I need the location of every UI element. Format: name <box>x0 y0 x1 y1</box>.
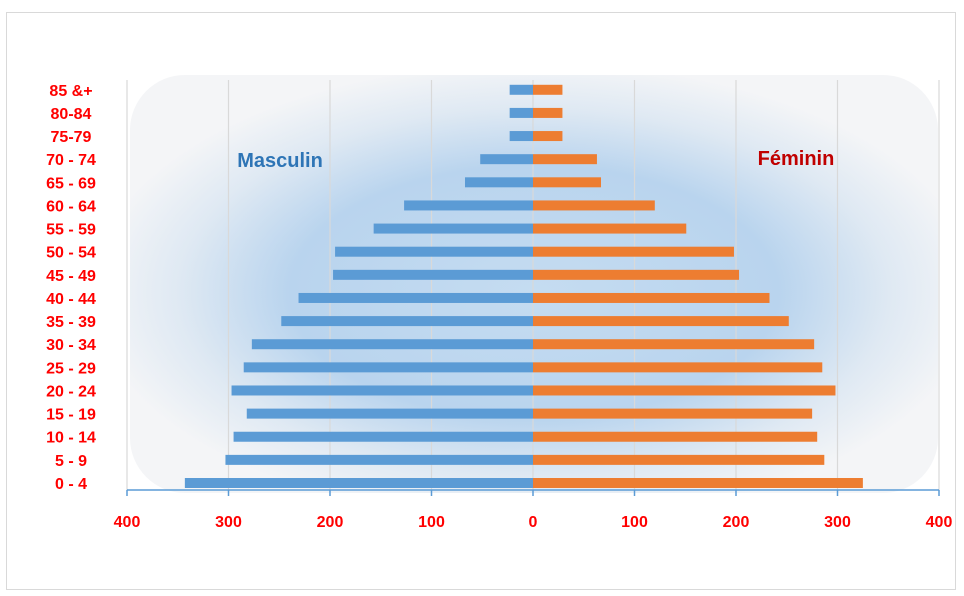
age-group-label: 15 - 19 <box>46 407 96 424</box>
x-tick-label: 400 <box>114 514 141 531</box>
bar-feminin <box>533 269 740 280</box>
bar-masculin <box>335 246 533 257</box>
age-group-label: 50 - 54 <box>46 245 96 262</box>
x-tick-label: 200 <box>723 514 750 531</box>
bar-masculin <box>184 478 534 488</box>
bar-feminin <box>533 223 687 234</box>
bar-feminin <box>533 131 563 142</box>
bar-feminin <box>533 362 823 373</box>
x-tick-label: 200 <box>317 514 344 531</box>
bar-masculin <box>333 269 533 280</box>
age-group-label: 30 - 34 <box>46 337 96 354</box>
age-group-label: 40 - 44 <box>46 291 96 308</box>
bar-masculin <box>298 292 533 303</box>
x-axis-tick-labels: 400 300 200 100 0 100 200 300 400 <box>114 514 953 531</box>
bar-masculin <box>464 177 533 188</box>
bar-feminin <box>533 478 863 488</box>
age-group-label: 55 - 59 <box>46 222 96 239</box>
x-tick-label: 300 <box>824 514 851 531</box>
bar-masculin <box>373 223 533 234</box>
bar-masculin <box>509 107 533 118</box>
age-group-label: 0 - 4 <box>55 476 87 493</box>
bar-feminin <box>533 316 789 327</box>
bar-masculin <box>480 154 533 165</box>
x-tick-label: 100 <box>621 514 648 531</box>
x-axis <box>126 489 940 496</box>
age-group-label: 85 &+ <box>49 83 92 100</box>
bar-feminin <box>533 454 825 465</box>
bar-feminin <box>533 177 602 188</box>
y-axis-labels: 0 - 4 5 - 9 10 - 14 15 - 19 20 - 24 25 - 29 30… <box>46 83 96 493</box>
bar-masculin <box>243 362 533 373</box>
age-group-label: 5 - 9 <box>55 453 87 470</box>
bar-masculin <box>246 408 533 419</box>
bar-masculin <box>233 431 533 442</box>
age-group-label: 65 - 69 <box>46 175 96 192</box>
bar-feminin <box>533 246 734 257</box>
age-group-label: 45 - 49 <box>46 268 96 285</box>
age-group-label: 70 - 74 <box>46 152 96 169</box>
bar-feminin <box>533 385 836 396</box>
bar-masculin <box>509 84 533 95</box>
bar-feminin <box>533 84 563 95</box>
bar-feminin <box>533 339 815 350</box>
bar-feminin <box>533 292 770 303</box>
bar-masculin <box>281 316 533 327</box>
age-group-label: 10 - 14 <box>46 430 96 447</box>
age-group-label: 35 - 39 <box>46 314 96 331</box>
series-label-feminin: Féminin <box>758 148 835 170</box>
x-tick-label: 400 <box>926 514 953 531</box>
bar-masculin <box>509 131 533 142</box>
age-group-label: 25 - 29 <box>46 360 96 377</box>
x-tick-label: 300 <box>215 514 242 531</box>
series-label-masculin: Masculin <box>237 150 323 172</box>
bar-masculin <box>404 200 533 211</box>
bar-masculin <box>231 385 534 396</box>
x-tick-label: 100 <box>418 514 445 531</box>
age-group-label: 20 - 24 <box>46 383 96 400</box>
x-tick-label: 0 <box>529 514 538 531</box>
bar-masculin <box>251 339 533 350</box>
bar-feminin <box>533 408 813 419</box>
gridlines <box>126 80 940 490</box>
bars <box>184 84 863 488</box>
age-group-label: 75-79 <box>51 129 92 146</box>
bar-feminin <box>533 154 597 165</box>
bar-feminin <box>533 200 655 211</box>
age-group-label: 80-84 <box>51 106 92 123</box>
age-group-label: 60 - 64 <box>46 198 96 215</box>
bar-feminin <box>533 431 818 442</box>
bar-masculin <box>225 454 533 465</box>
bar-feminin <box>533 107 563 118</box>
